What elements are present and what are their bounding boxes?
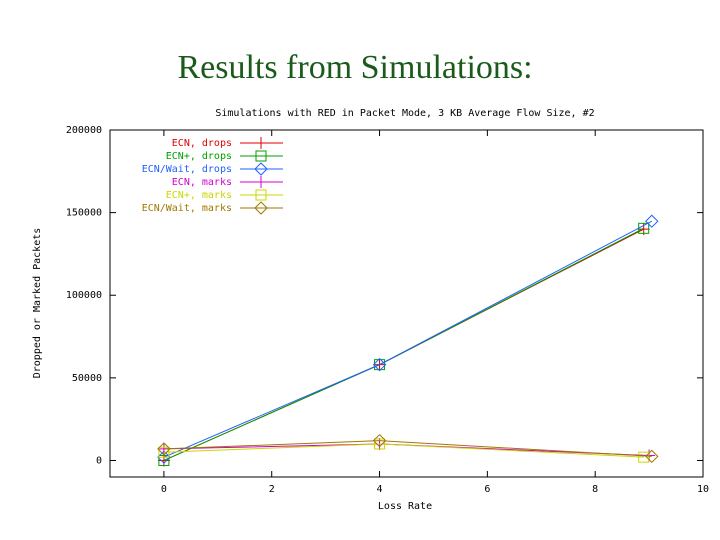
marker — [374, 438, 386, 450]
y-tick-label: 50000 — [72, 373, 102, 384]
plot-border — [109, 129, 704, 478]
marker — [157, 450, 171, 464]
marker — [372, 357, 387, 372]
marker — [255, 137, 267, 149]
chart-title: Simulations with RED in Packet Mode, 3 K… — [215, 108, 594, 119]
y-axis-label: Dropped or Marked Packets — [32, 228, 43, 379]
marker — [157, 442, 171, 456]
marker — [645, 449, 659, 464]
x-tick-label: 10 — [697, 484, 709, 495]
marker — [158, 446, 170, 458]
marker — [254, 162, 268, 176]
legend-label: ECN+, marks — [166, 190, 232, 201]
slide-title: Results from Simulations: — [177, 49, 532, 86]
series-line — [163, 440, 652, 457]
legend-label: ECN+, drops — [166, 151, 232, 162]
y-tick-label: 0 — [96, 455, 102, 466]
marker — [255, 150, 267, 162]
marker — [157, 454, 170, 467]
series-line — [163, 443, 644, 458]
legend-label: ECN, marks — [172, 177, 232, 188]
series-line — [163, 220, 653, 458]
marker — [645, 214, 659, 228]
x-tick-label: 4 — [377, 484, 383, 495]
marker — [638, 451, 650, 463]
legend-label: ECN/Wait, drops — [142, 164, 232, 175]
legend-label: ECN/Wait, marks — [142, 203, 232, 214]
y-tick-label: 150000 — [66, 208, 102, 219]
x-axis-label: Loss Rate — [378, 501, 432, 512]
marker — [255, 176, 267, 188]
x-tick-label: 6 — [484, 484, 490, 495]
x-tick-label: 8 — [592, 484, 598, 495]
y-tick-label: 100000 — [66, 290, 102, 301]
marker — [255, 189, 267, 201]
y-tick-label: 200000 — [66, 125, 102, 136]
x-tick-label: 0 — [161, 484, 167, 495]
marker — [374, 359, 386, 371]
marker — [254, 201, 268, 215]
legend-label: ECN, drops — [172, 138, 232, 149]
x-tick-label: 2 — [269, 484, 275, 495]
marker — [372, 433, 387, 448]
